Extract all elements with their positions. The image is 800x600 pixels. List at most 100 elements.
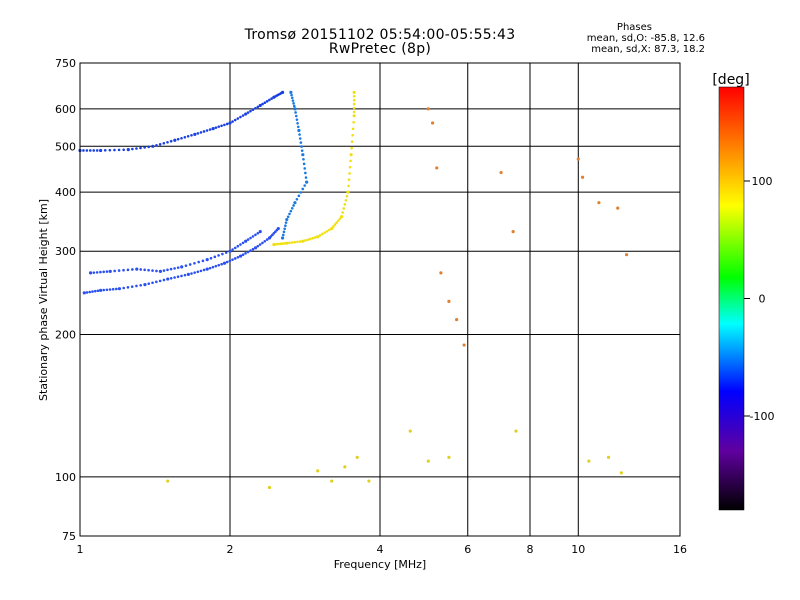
data-point-O-cusp-fill: [289, 209, 293, 213]
data-point-X-trace: [272, 242, 276, 247]
data-point-upper-branch-fill: [214, 126, 218, 129]
data-point-lower-O-branch-2-fill: [201, 259, 205, 263]
data-point-upper-branch-fill: [122, 148, 125, 152]
data-point-O-cusp-fill: [303, 167, 307, 170]
plot-frame: [79, 62, 681, 537]
data-point-upper-branch-fill: [131, 147, 134, 151]
y-tick-label: 100: [55, 471, 76, 484]
data-point-scatter-high: [439, 271, 443, 275]
data-point-X-trace-fill: [304, 239, 307, 242]
data-point-scatter-high: [447, 299, 451, 303]
data-point-X-trace-fill: [332, 225, 335, 228]
data-point-upper-branch: [193, 132, 197, 136]
data-point-lower-O-branch-fill: [217, 263, 221, 267]
data-point-lower-O-branch-2-fill: [99, 270, 102, 274]
data-point-X-trace: [352, 114, 356, 118]
data-point-X-trace-fill: [296, 240, 299, 244]
x-tick-label: 2: [227, 543, 234, 556]
colorbar-tick-label: 100: [752, 175, 773, 188]
data-point-O-cusp-fill: [291, 99, 295, 102]
data-point-upper-branch: [126, 148, 130, 152]
data-point-lower-O-branch-fill: [196, 270, 200, 274]
data-point-O-cusp-fill: [284, 221, 288, 224]
data-point-X-trace-fill: [341, 211, 344, 214]
data-point-X-trace-fill: [352, 106, 356, 110]
data-point-lower-O-branch-fill: [211, 265, 215, 269]
data-point-X-trace-fill: [274, 242, 278, 246]
colorbar-ticks: 100 0 -100: [744, 175, 774, 423]
data-point-lower-O-branch-fill: [91, 290, 94, 293]
data-point-O-cusp-fill: [284, 224, 287, 227]
data-point-O-cusp-fill: [282, 230, 286, 234]
data-point-upper-branch-fill: [241, 114, 245, 117]
x-tick-label: 10: [571, 543, 585, 556]
data-point-upper-branch: [151, 144, 155, 148]
colorbar-tick-label: -100: [750, 410, 775, 423]
data-point-lower-O-branch-fill: [115, 287, 118, 291]
data-point-lower-O-branch-2-fill: [173, 267, 176, 270]
data-point-X-trace-fill: [351, 133, 354, 137]
x-axis-label: Frequency [MHz]: [334, 558, 426, 571]
data-point-O-cusp-fill: [302, 162, 306, 166]
data-point-O-cusp: [280, 236, 285, 240]
data-point-X-trace-fill: [345, 194, 349, 198]
data-point-scatter-low: [267, 485, 272, 490]
data-point-lower-O-branch: [186, 272, 190, 276]
data-point-lower-O-branch-2-fill: [147, 268, 150, 272]
data-point-upper-branch-fill: [155, 143, 158, 147]
data-point-scatter-low: [619, 471, 623, 475]
data-point-upper-branch-fill: [89, 149, 92, 152]
data-point-lower-O-branch-2-fill: [224, 251, 228, 254]
data-point-scatter-low: [587, 459, 591, 463]
data-point-O-cusp-fill: [283, 227, 286, 231]
data-point-lower-O-branch-fill: [162, 278, 166, 282]
data-point-upper-branch-fill: [196, 132, 200, 135]
data-point-lower-O-branch-fill: [155, 280, 158, 284]
data-point-upper-branch-fill: [225, 122, 229, 126]
data-point-scatter-low: [447, 455, 451, 459]
data-point-lower-O-branch: [166, 277, 170, 281]
data-point-upper-branch-fill: [261, 102, 264, 106]
data-point-X-trace: [285, 241, 289, 245]
data-point-upper-branch-fill: [199, 131, 203, 134]
data-point-scatter-low: [408, 429, 412, 433]
data-point-scatter-low: [355, 455, 359, 459]
data-point-upper-branch-fill: [190, 134, 193, 137]
y-tick-label: 400: [55, 186, 76, 199]
data-point-X-trace-fill: [276, 242, 280, 246]
data-point-O-cusp: [301, 153, 305, 157]
data-point-X-trace-fill: [293, 240, 297, 244]
data-point-lower-O-branch-2-fill: [162, 269, 166, 272]
data-point-lower-O-branch-2-fill: [221, 252, 224, 256]
data-point-upper-branch: [173, 138, 177, 142]
data-point-upper-branch: [99, 148, 103, 153]
data-point-X-trace-fill: [352, 110, 356, 114]
data-point-lower-O-branch: [205, 267, 209, 271]
data-point-scatter-high: [426, 107, 430, 111]
data-point-upper-branch-fill: [95, 149, 99, 152]
data-point-lower-O-branch-fill: [151, 281, 154, 285]
data-point-lower-O-branch-fill: [236, 255, 240, 259]
data-point-lower-O-branch-2-fill: [139, 268, 143, 271]
y-tick-label: 300: [55, 245, 76, 258]
data-point-lower-O-branch-fill: [147, 282, 151, 285]
data-point-lower-O-branch-fill: [214, 264, 218, 268]
data-point-lower-O-branch-2-fill: [197, 260, 201, 264]
chart-subtitle: RwPretec (8p): [328, 41, 432, 57]
data-point-lower-O-branch-2: [158, 269, 163, 273]
data-point-O-cusp: [293, 201, 297, 205]
data-point-lower-O-branch-fill: [180, 274, 183, 278]
data-point-upper-branch-fill: [158, 142, 162, 146]
data-point-lower-O-branch-2-fill: [126, 268, 130, 272]
data-point-upper-branch-fill: [143, 146, 146, 149]
data-point-X-trace: [349, 153, 353, 157]
data-point-upper-branch-fill: [117, 148, 121, 152]
data-point-upper-branch-fill: [186, 134, 190, 138]
data-point-lower-O-branch-2: [228, 249, 232, 253]
data-point-lower-O-branch-fill: [96, 289, 100, 293]
data-point-upper-branch-fill: [176, 137, 180, 141]
data-point-lower-O-branch-fill: [176, 275, 180, 279]
data-point-lower-O-branch: [253, 246, 258, 250]
data-point-lower-O-branch-2-fill: [213, 255, 217, 259]
chart-title: Tromsø 20151102 05:54:00-05:55:43: [244, 27, 516, 43]
